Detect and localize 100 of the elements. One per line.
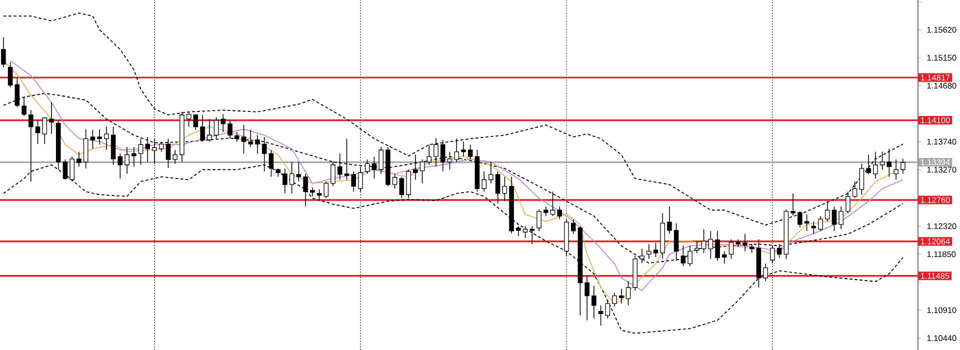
candlestick — [440, 139, 446, 172]
candlestick — [674, 222, 679, 262]
candlestick — [118, 153, 123, 179]
candlestick — [399, 176, 404, 199]
y-tick-label: 1.13740 — [927, 138, 956, 145]
candlestick — [351, 171, 356, 192]
candlestick — [873, 151, 878, 179]
candlestick — [626, 280, 631, 306]
candlestick — [694, 240, 700, 254]
candlestick — [344, 138, 350, 180]
candlestick — [131, 146, 136, 168]
candlestick — [158, 141, 164, 152]
candlestick — [282, 168, 288, 194]
candlestick — [303, 173, 308, 207]
ref-line-label: 1.14100 — [920, 117, 950, 124]
candlestick — [372, 156, 377, 179]
candlestick — [83, 128, 88, 169]
candlestick — [124, 146, 130, 174]
candlestick — [241, 124, 246, 154]
candlestick — [824, 200, 830, 222]
candlestick — [832, 206, 837, 232]
candlestick — [708, 230, 714, 260]
candlestick — [378, 146, 384, 174]
y-tick-label: 1.10440 — [927, 335, 956, 342]
ref-line-label: 1.11485 — [920, 272, 950, 279]
y-tick-label: 1.10910 — [927, 307, 956, 314]
candlestick — [584, 275, 590, 321]
candlestick — [646, 244, 652, 260]
candlestick — [145, 136, 150, 162]
ref-line-label: 1.12760 — [920, 197, 950, 203]
candlestick — [35, 120, 40, 144]
candlestick — [838, 206, 844, 230]
candlestick — [536, 209, 542, 232]
candlestick — [886, 148, 892, 178]
candlestick — [104, 126, 109, 150]
candlestick — [42, 116, 48, 144]
ref-line-label: 1.13394 — [920, 159, 950, 166]
candlestick — [97, 128, 102, 146]
y-tick-label: 1.12320 — [927, 223, 956, 230]
candlestick — [337, 153, 342, 180]
candlestick — [818, 216, 823, 232]
candlestick — [866, 154, 871, 175]
candlestick — [612, 292, 617, 307]
candlestick — [900, 158, 906, 174]
candlestick — [90, 129, 96, 150]
candlestick — [413, 154, 418, 180]
candlestick — [22, 96, 26, 116]
candlestick — [138, 138, 144, 166]
candlestick — [461, 141, 466, 157]
candlestick — [207, 118, 212, 142]
candlestick — [482, 171, 486, 192]
candlestick — [488, 162, 494, 184]
candlestick — [1, 37, 6, 68]
candlestick — [172, 150, 178, 164]
candlestick — [228, 120, 232, 140]
candlestick — [364, 159, 370, 174]
candlestick — [804, 214, 810, 232]
candlestick — [220, 114, 226, 133]
candlestick — [392, 174, 398, 190]
candlestick — [420, 159, 425, 184]
candlestick — [186, 112, 192, 128]
candlestick — [310, 187, 315, 197]
candlestick — [324, 181, 329, 199]
y-tick-label: 1.15150 — [927, 54, 956, 61]
candlestick — [728, 238, 734, 260]
candlestick — [516, 226, 521, 237]
candlestick — [76, 151, 82, 168]
ref-line-label: 1.12064 — [920, 238, 950, 244]
candlestick — [193, 114, 198, 130]
y-tick-label: 1.13270 — [927, 166, 956, 173]
candlestick — [502, 176, 508, 202]
candlestick — [592, 285, 596, 319]
candlestick — [454, 138, 459, 162]
candlestick — [811, 221, 816, 234]
candlestick — [715, 230, 720, 262]
candlestick — [894, 159, 898, 180]
candlestick — [722, 250, 727, 264]
candlestick — [316, 188, 322, 200]
candlestick — [426, 144, 432, 166]
candlestick — [543, 206, 548, 216]
candlestick — [598, 304, 604, 326]
candlestick — [742, 234, 748, 252]
ref-line-label: 1.14817 — [920, 74, 950, 80]
candlestick — [776, 244, 782, 258]
candlestick — [557, 206, 562, 220]
y-tick-label: 1.14680 — [927, 82, 956, 89]
candlestick — [790, 193, 796, 216]
candlestick — [234, 132, 240, 142]
candlestick — [49, 102, 54, 134]
candlestick — [166, 138, 171, 168]
candlestick — [296, 162, 302, 182]
candlestick — [653, 242, 658, 258]
candlestick — [852, 181, 858, 199]
candlestick — [468, 144, 473, 160]
candlestick — [763, 263, 768, 282]
candlestick — [701, 228, 706, 254]
candlestick — [330, 162, 336, 187]
candlestick — [859, 163, 864, 196]
y-tick-label: 1.11850 — [927, 251, 956, 258]
candlestick — [110, 126, 116, 166]
